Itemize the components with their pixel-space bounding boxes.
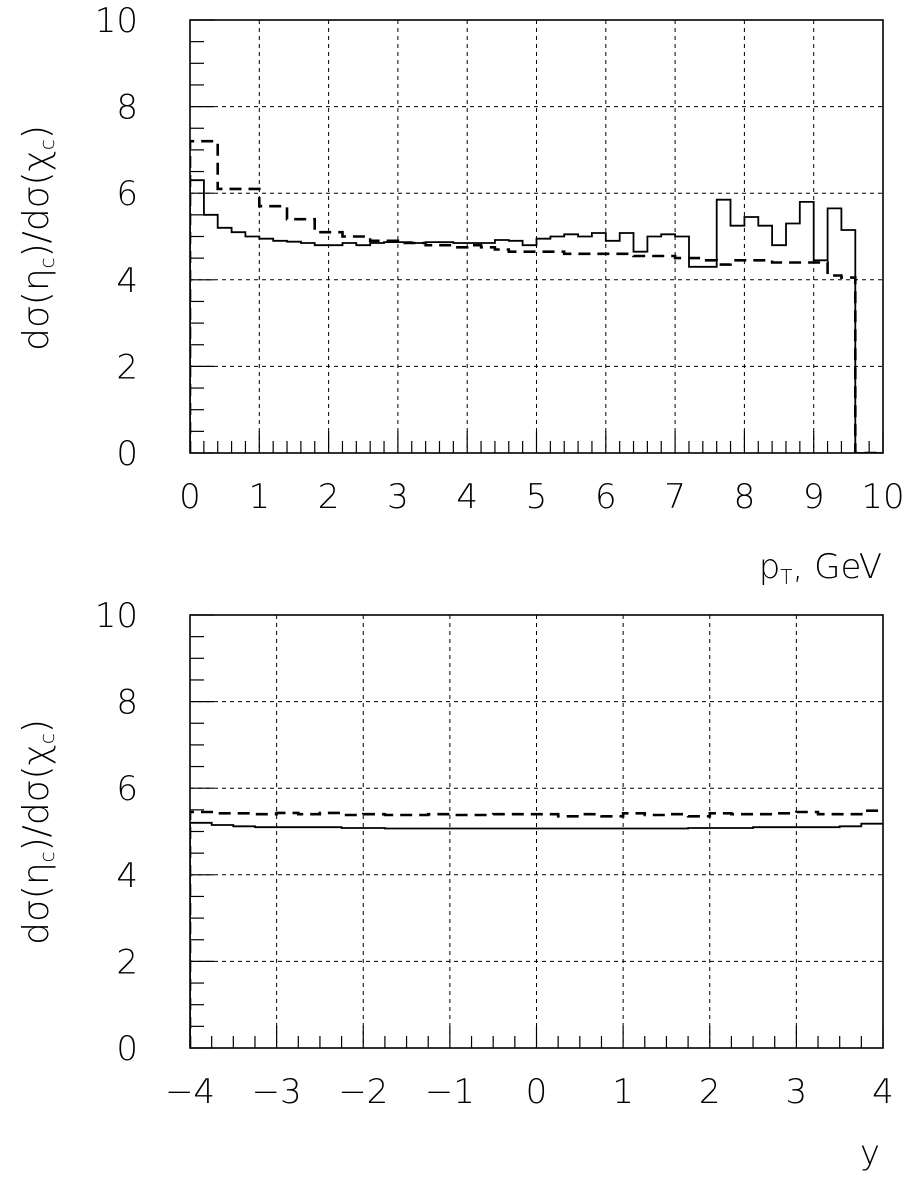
x-tick-label: 8: [734, 477, 756, 517]
y-axis-title: dσ(ηc)/dσ(χc): [16, 719, 59, 945]
y-tick-label: 8: [116, 683, 138, 723]
x-tick-label: 10: [861, 477, 904, 517]
x-axis-title-sub: T: [780, 565, 792, 589]
x-tick-label: 1: [612, 1072, 634, 1112]
x-tick-label: 0: [179, 477, 201, 517]
x-tick-label: 3: [387, 477, 409, 517]
x-tick-label: −2: [338, 1072, 388, 1112]
y-tick-label: 8: [116, 88, 138, 128]
y-tick-label: 10: [95, 1, 138, 41]
x-tick-label: −4: [165, 1072, 215, 1112]
x-tick-label: 6: [595, 477, 617, 517]
y-tick-label: 2: [116, 942, 138, 982]
y-axis-title-sub: c: [35, 851, 59, 862]
x-tick-label: 2: [699, 1072, 721, 1112]
x-tick-label: 1: [248, 477, 270, 517]
y-axis-title-sub: c: [35, 139, 59, 150]
x-tick-label: 7: [664, 477, 686, 517]
axis-ticks: [189, 19, 884, 454]
series-solid-line: [190, 179, 883, 453]
y-axis-title-sub: c: [35, 733, 59, 744]
y-tick-label: 0: [116, 1029, 138, 1069]
y-tick-label: 10: [95, 596, 138, 636]
series-dashed-line: [190, 139, 883, 453]
y-tick-label: 2: [116, 347, 138, 387]
x-axis-title-unit: , GeV: [793, 547, 883, 587]
x-axis-title: y: [860, 1133, 880, 1173]
series-dashed-line: [190, 809, 883, 1048]
grid: [190, 615, 883, 1048]
x-tick-label: 4: [456, 477, 478, 517]
y-tick-label: 6: [116, 769, 138, 809]
y-axis-title-part: ): [16, 125, 57, 139]
x-tick-label: −1: [425, 1072, 475, 1112]
grid: [190, 20, 883, 453]
y-axis-title-part: ): [16, 719, 57, 733]
x-tick-label: 3: [786, 1072, 808, 1112]
x-tick-label: 5: [526, 477, 548, 517]
y-axis-title-sub: c: [35, 257, 59, 268]
y-tick-label: 6: [116, 174, 138, 214]
axis-ticks: [189, 614, 884, 1049]
x-tick-label: 2: [318, 477, 340, 517]
x-tick-label: 0: [526, 1072, 548, 1112]
y-tick-label: 4: [116, 856, 138, 896]
x-axis-title-main: p: [759, 547, 781, 587]
x-axis-title-main: y: [860, 1133, 880, 1173]
y-tick-label: 4: [116, 261, 138, 301]
y-axis-title-part: )/dσ(χ: [16, 744, 57, 851]
x-axis-title: pT, GeV: [759, 547, 882, 589]
y-axis-title-part: dσ(η: [16, 268, 57, 351]
x-tick-label: 4: [872, 1072, 894, 1112]
x-tick-label: 9: [803, 477, 825, 517]
y-axis-title-part: dσ(η: [16, 862, 57, 945]
x-tick-label: −3: [252, 1072, 302, 1112]
series-solid-line: [190, 821, 883, 1048]
y-axis-title: dσ(ηc)/dσ(χc): [16, 125, 59, 351]
y-axis-title-part: )/dσ(χ: [16, 150, 57, 257]
y-tick-label: 0: [116, 434, 138, 474]
